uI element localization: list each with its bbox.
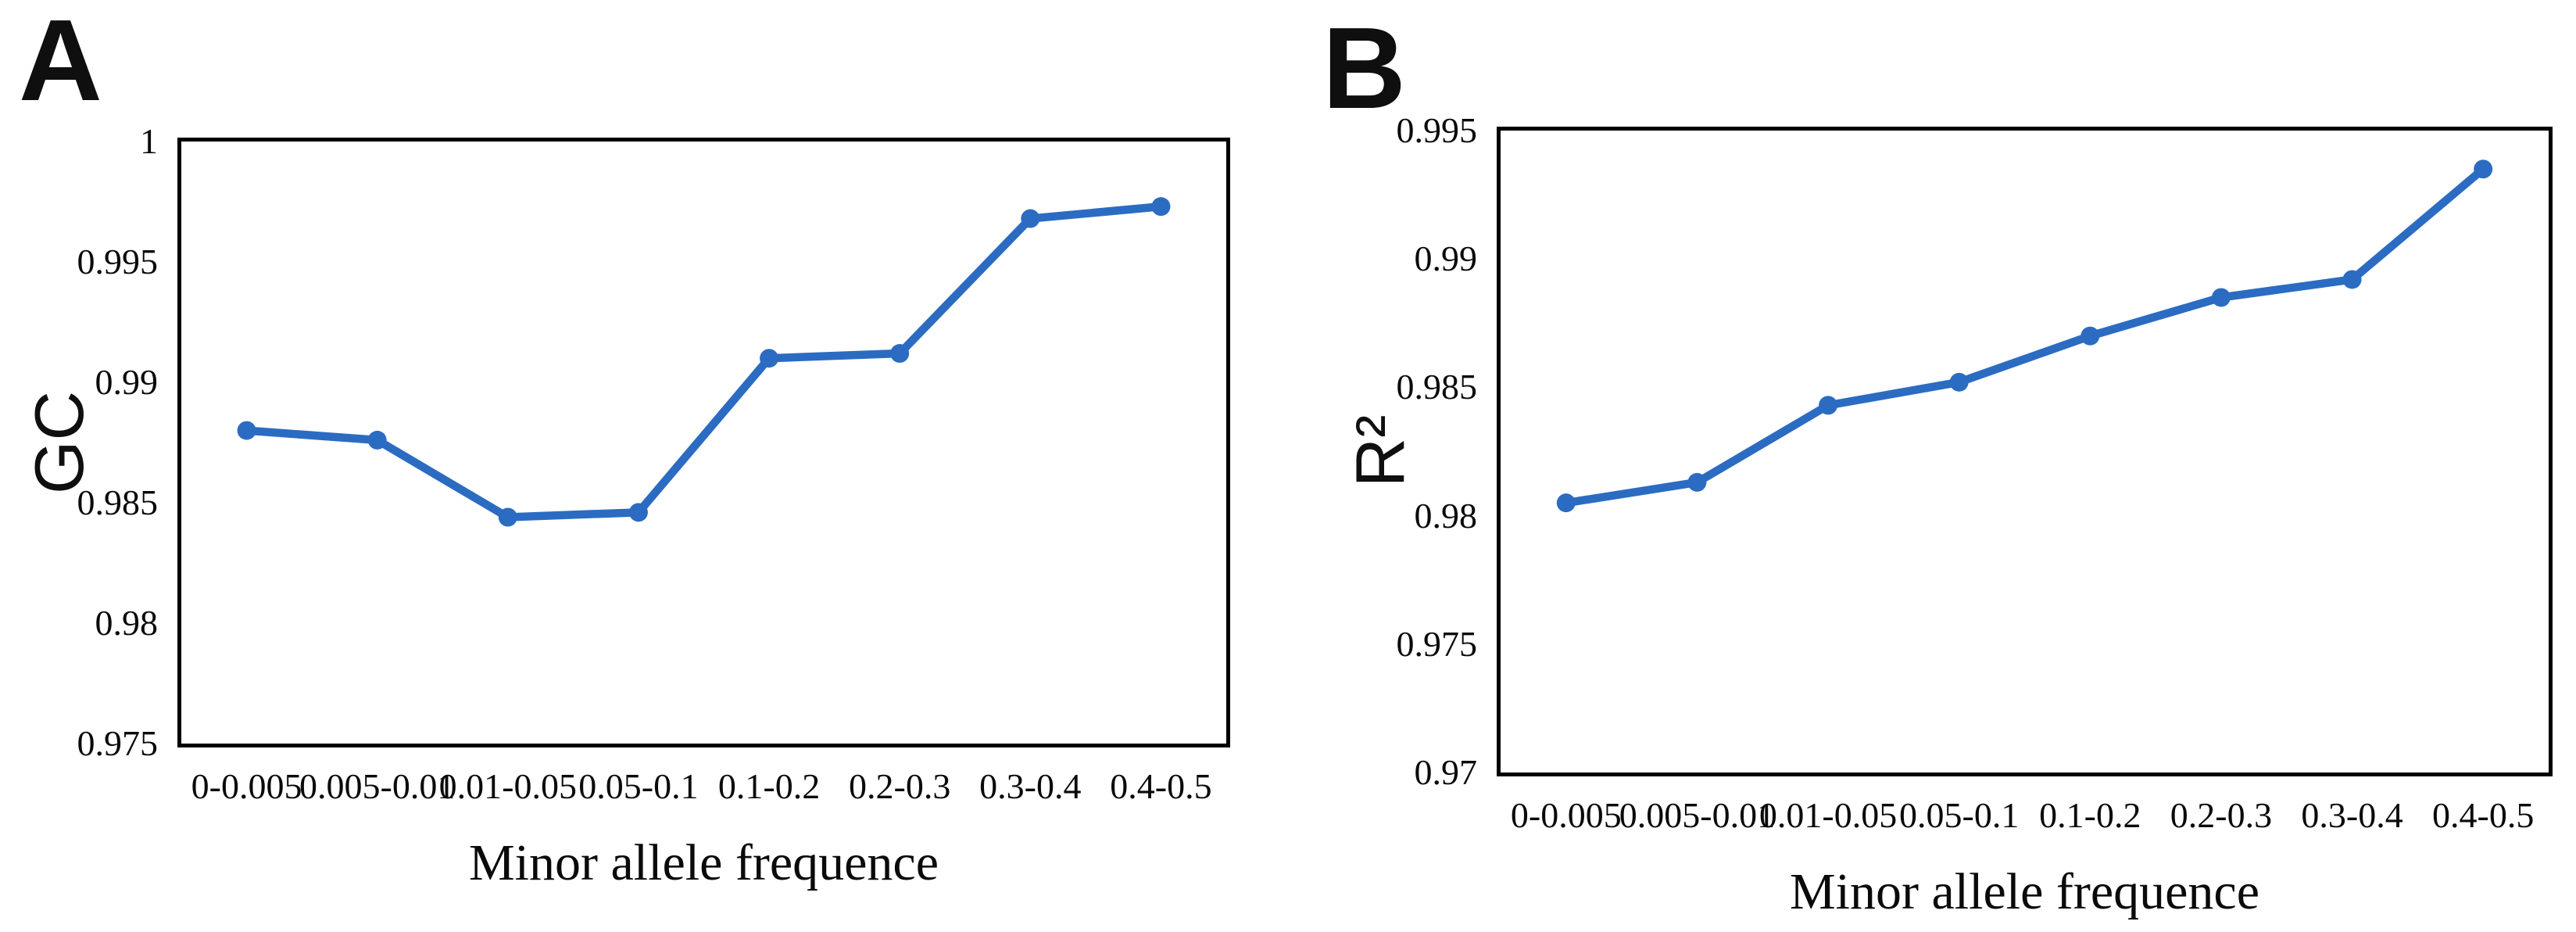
y-tick-label: 0.985 (77, 482, 159, 522)
y-tick-label: 0.975 (1396, 623, 1478, 664)
x-tick-label: 0.4-0.5 (1110, 766, 1212, 806)
data-point (2211, 288, 2231, 307)
panel-a-plot-area: Minor allele frequence 1 0.995 0.99 0.985 0.… (77, 124, 1230, 889)
panel-b-label: B (1322, 4, 1406, 133)
y-tick-label: 0.99 (1414, 238, 1478, 279)
x-tick-label: 0.3-0.4 (979, 766, 1082, 806)
y-tick-label: 0.97 (1414, 752, 1478, 792)
x-tick-label: 0-0.005 (191, 766, 302, 806)
chart-line (1562, 165, 2488, 507)
data-point (2342, 270, 2362, 289)
panel-b-plot-area: Minor allele frequence 0.995 0.99 0.985 0.9… (1397, 113, 2553, 918)
panel-a-y-axis-title: GC (20, 391, 98, 494)
x-tick-label: 0.1-0.2 (2039, 795, 2141, 835)
y-tick-label: 1 (140, 121, 158, 161)
data-point (1687, 472, 1707, 492)
x-tick-label: 0.005-0.01 (1619, 795, 1776, 835)
panel-a-label: A (19, 0, 102, 125)
data-point (1819, 396, 1838, 415)
panel-b-y-axis-title: R² (1341, 414, 1419, 488)
y-tick-label: 0.98 (95, 603, 159, 643)
panel-a-line-chart (237, 197, 1171, 527)
x-tick-label: 0.05-0.1 (1899, 795, 2020, 835)
panel-a-x-axis-title: Minor allele frequence (468, 834, 939, 891)
x-tick-label: 0.1-0.2 (717, 766, 821, 806)
x-tick-label: 0.01-0.05 (438, 766, 577, 806)
x-tick-label: 0.2-0.3 (2170, 795, 2273, 835)
y-tick-label: 0.995 (1396, 110, 1478, 150)
data-point (1021, 209, 1040, 228)
data-point (1151, 197, 1171, 217)
data-point (890, 344, 910, 364)
data-point (760, 349, 779, 368)
data-point (1556, 493, 1576, 513)
x-tick-label: 0.05-0.1 (578, 766, 699, 806)
y-tick-label: 0.975 (77, 723, 159, 763)
y-tick-label: 0.99 (95, 362, 159, 402)
x-tick-label: 0.005-0.01 (299, 766, 456, 806)
data-point (2080, 326, 2100, 346)
panel-b-x-axis-title: Minor allele frequence (1789, 863, 2260, 920)
x-tick-label: 0.2-0.3 (849, 766, 951, 806)
x-tick-label: 0.01-0.05 (1758, 795, 1898, 835)
x-tick-label: 0-0.005 (1510, 795, 1622, 835)
x-tick-label: 0.3-0.4 (2301, 795, 2403, 835)
y-tick-label: 0.985 (1396, 367, 1478, 407)
data-point (237, 421, 256, 440)
data-point (2474, 160, 2493, 179)
data-point (367, 430, 387, 450)
y-tick-label: 0.98 (1414, 495, 1478, 536)
data-point (628, 503, 648, 522)
chart-line (242, 202, 1165, 522)
data-point (498, 507, 517, 527)
data-point (1949, 372, 1969, 392)
panel-b-line-chart (1556, 160, 2493, 513)
y-tick-label: 0.995 (77, 242, 159, 281)
x-tick-label: 0.4-0.5 (2432, 795, 2535, 835)
